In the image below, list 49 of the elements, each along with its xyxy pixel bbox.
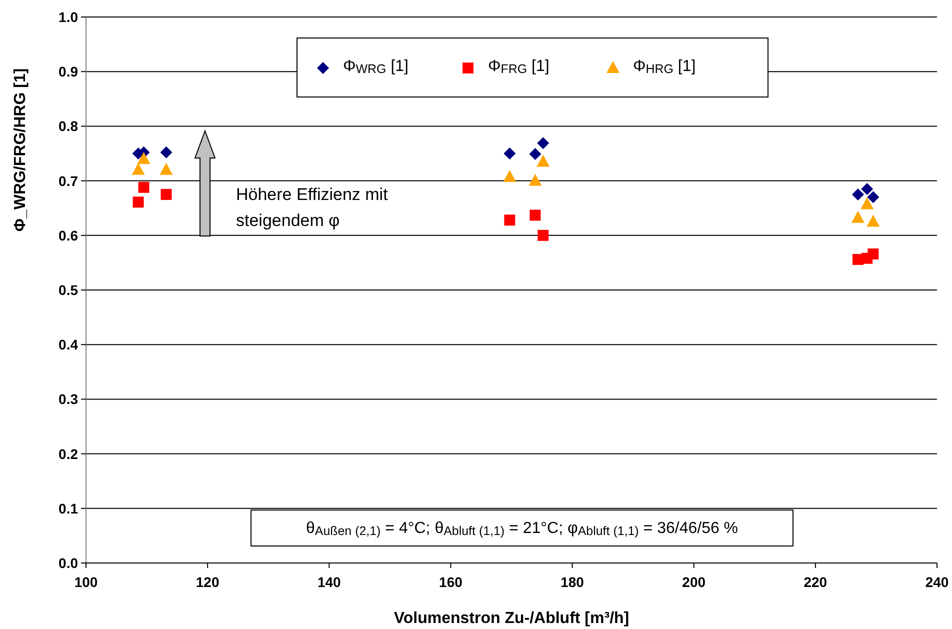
point <box>504 148 516 160</box>
y-tick-label: 1.0 <box>58 9 78 25</box>
y-axis-title: Φ_WRG/FRG/HRG [1] <box>12 68 29 232</box>
y-tick-label: 0.2 <box>58 446 78 462</box>
y-tick-label: 0.1 <box>58 500 78 516</box>
point <box>861 182 874 195</box>
point <box>528 174 542 186</box>
point <box>860 197 874 210</box>
point <box>132 196 144 208</box>
point <box>536 154 550 167</box>
point <box>503 170 516 182</box>
legend-label: Φ$_{FRG}$ [1] <box>488 58 550 76</box>
point <box>132 162 145 175</box>
annotation: θ$_{Außen (2,1)}$ = 4°C; θ$_{Abluft (1,1)}$ = 21°C; φ$_{Abluft (1,1)}$ = 36/46/56 % <box>306 520 738 538</box>
y-tick-label: 0.7 <box>58 172 78 189</box>
point <box>138 182 150 193</box>
y-tick-label: 0.4 <box>58 336 78 353</box>
point <box>538 230 549 241</box>
annotation: Höhere Effizienz mit steigendem φ <box>236 185 388 230</box>
legend-label: Φ$_{HRG}$ [1] <box>633 58 696 76</box>
y-tick-label: 0.0 <box>58 555 78 571</box>
point <box>160 146 172 158</box>
x-tick-label: 200 <box>682 574 706 590</box>
point <box>868 248 879 260</box>
point <box>851 210 864 223</box>
point <box>866 214 880 227</box>
point <box>529 148 542 160</box>
point <box>137 152 150 164</box>
y-tick-label: 0.8 <box>58 118 78 134</box>
y-tick-label: 0.3 <box>58 391 78 408</box>
y-tick-label: 0.9 <box>58 64 78 80</box>
x-axis-title: Volumenstron Zu-/Abluft [m³/h] <box>394 610 630 627</box>
x-tick-label: 100 <box>74 574 98 590</box>
x-tick-label: 180 <box>560 574 584 590</box>
x-tick-label: 240 <box>925 574 949 590</box>
legend-label: Φ$_{WRG}$ [1] <box>343 58 408 76</box>
y-tick-label: 0.5 <box>58 282 78 298</box>
x-tick-label: 140 <box>317 574 342 590</box>
point <box>530 210 541 221</box>
x-tick-label: 220 <box>804 574 828 590</box>
point <box>852 188 864 200</box>
point <box>160 162 173 175</box>
x-tick-label: 120 <box>196 574 220 590</box>
point <box>160 188 172 200</box>
point <box>537 137 550 150</box>
point <box>867 191 880 204</box>
x-tick-label: 160 <box>439 574 463 590</box>
y-tick-label: 0.6 <box>58 227 78 244</box>
point <box>504 214 516 226</box>
